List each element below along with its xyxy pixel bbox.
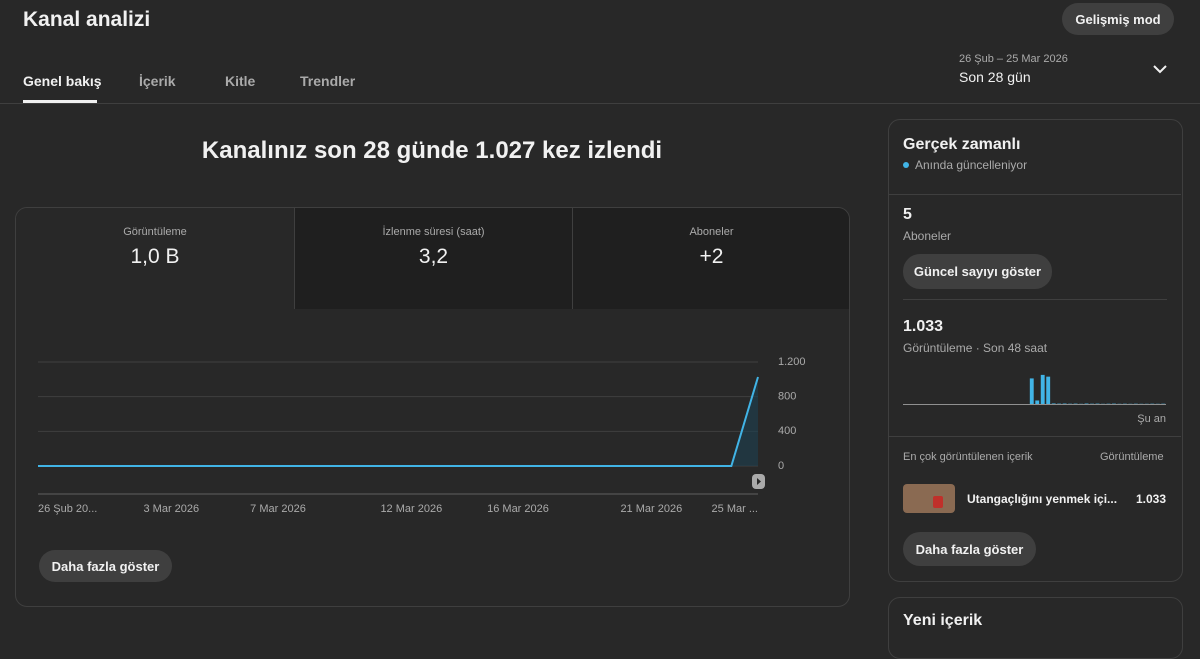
content-title[interactable]: Utangaçlığını yenmek içi...: [967, 492, 1117, 506]
show-more-button[interactable]: Daha fazla göster: [903, 532, 1036, 566]
realtime-chart: Şu an: [0, 0, 1200, 430]
top-content-column: Görüntüleme: [1100, 451, 1164, 463]
thumbnail[interactable]: [903, 484, 955, 513]
shorts-icon: [752, 474, 765, 489]
x-tick-label: 25 Mar ...: [712, 503, 758, 515]
x-tick-label: 26 Şub 20...: [38, 503, 97, 515]
x-tick-label: 12 Mar 2026: [380, 503, 442, 515]
bar: [1041, 375, 1045, 404]
x-tick-label: 16 Mar 2026: [487, 503, 549, 515]
x-axis-label: Şu an: [1137, 413, 1166, 425]
x-tick-label: 7 Mar 2026: [250, 503, 306, 515]
bar: [1035, 400, 1039, 404]
x-tick-label: 21 Mar 2026: [620, 503, 682, 515]
top-content-header: En çok görüntülenen içerik: [903, 451, 1033, 463]
bar: [1030, 378, 1034, 404]
page: Kanal analizi Gelişmiş mod Genel bakış İ…: [0, 0, 1200, 630]
y-tick-label: 0: [778, 460, 784, 472]
bar: [1046, 377, 1050, 404]
show-more-button[interactable]: Daha fazla göster: [39, 550, 172, 582]
new-content-title: Yeni içerik: [903, 612, 982, 630]
divider: [888, 436, 1181, 437]
x-tick-label: 3 Mar 2026: [144, 503, 200, 515]
bar: [1052, 403, 1056, 404]
content-views: 1.033: [1136, 492, 1166, 506]
